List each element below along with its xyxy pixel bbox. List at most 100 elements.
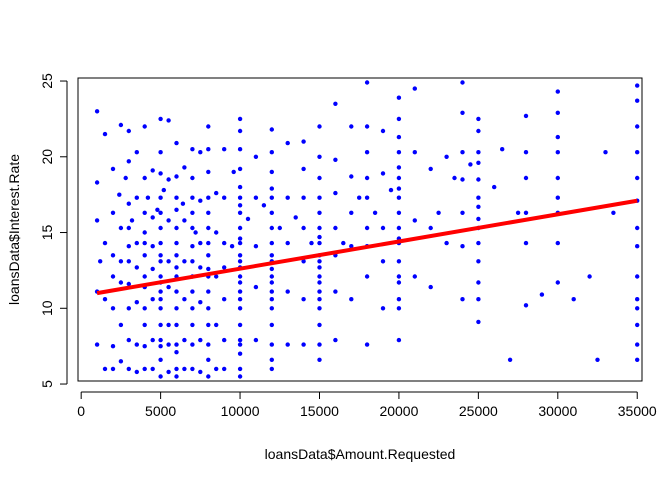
data-point [198,265,203,270]
data-point [317,210,322,215]
data-point [317,175,322,181]
data-point [460,177,465,182]
data-point [94,218,100,223]
data-point [285,240,290,246]
data-point [269,289,274,294]
data-point [214,190,219,196]
data-point [190,342,195,347]
data-point [476,160,481,165]
data-point [118,259,124,264]
data-point [142,322,147,328]
data-point [214,230,219,235]
data-point [190,259,195,264]
data-point [182,297,187,302]
data-point [158,259,163,264]
data-point [237,289,243,294]
data-point [206,357,211,362]
data-point [444,240,449,246]
x-tick-label: 30000 [538,403,577,419]
data-point [269,266,274,272]
data-point [155,207,160,212]
data-point [317,289,322,294]
data-point [190,195,195,200]
data-point [380,306,386,311]
data-point [166,369,171,375]
data-point [372,210,378,215]
data-point [237,166,243,172]
data-point [174,350,179,355]
data-point [206,289,211,294]
data-point [142,175,147,181]
data-point [158,337,163,343]
data-point [269,210,274,215]
data-point [523,150,529,155]
data-point [237,210,243,215]
data-point [317,195,322,200]
data-point [460,244,465,249]
data-point [555,134,560,140]
data-point [476,150,481,155]
data-point [237,280,243,285]
data-point [412,274,417,279]
data-point [206,169,211,175]
data-point [237,274,243,279]
data-point [174,342,179,347]
data-point [94,180,100,185]
data-point [293,215,298,220]
data-point [102,131,108,137]
data-point [150,244,155,249]
data-point [635,225,640,231]
data-point [396,297,402,302]
data-point [237,366,243,372]
data-point [476,195,481,200]
data-point [110,306,116,311]
data-point [269,274,274,279]
data-point [174,174,179,179]
data-point [539,292,545,297]
data-point [269,127,274,132]
data-point [635,150,640,155]
data-point [452,175,457,181]
data-point [134,265,139,270]
data-point [428,225,433,231]
data-point [364,225,370,231]
data-point [333,157,338,162]
data-point [142,344,147,349]
data-point [333,289,338,294]
data-point [126,306,131,311]
data-point [150,168,155,173]
data-point [277,225,282,231]
data-point [206,225,211,231]
y-tick-label: 10 [39,300,55,316]
data-point [158,289,163,294]
data-point [333,101,338,107]
data-point [587,274,592,279]
y-axis: 5 10 15 20 25 [39,73,68,388]
data-point [476,204,481,209]
y-axis-label: loansData$Interest.Rate [6,154,22,305]
data-point [595,357,600,362]
data-point [206,322,211,328]
data-point [214,274,219,279]
data-point [333,225,338,231]
data-point [222,366,227,372]
y-tick-label: 25 [39,73,55,89]
data-point [214,322,219,328]
data-point [317,234,322,240]
data-point [396,165,402,170]
data-point [349,297,354,302]
data-point [134,300,139,305]
data-point [364,124,370,129]
data-point [110,210,116,215]
data-point [142,124,147,129]
data-point [206,195,211,200]
data-point [190,147,195,152]
data-point [237,203,243,208]
data-point [301,225,306,231]
data-point [476,128,481,134]
data-point [174,253,179,258]
data-point [206,210,211,215]
data-point [269,297,274,302]
data-point [635,357,640,362]
data-point [118,322,124,328]
